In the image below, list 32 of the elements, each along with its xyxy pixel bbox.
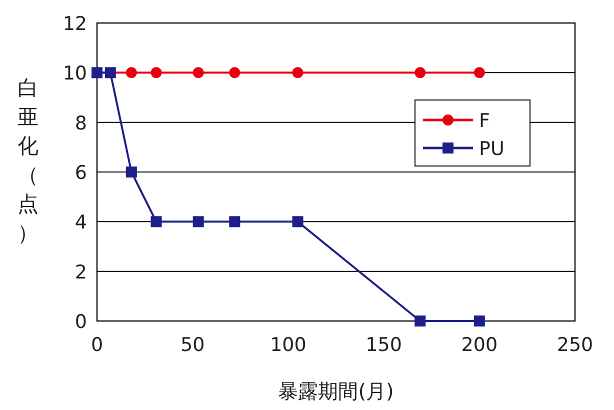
x-tick-label: 50: [180, 334, 205, 356]
x-tick-label: 150: [366, 334, 402, 356]
x-axis-title: 暴露期間(月): [278, 379, 394, 403]
point: [292, 67, 304, 78]
point: [474, 316, 485, 326]
point: [126, 166, 137, 178]
y-tick-label: 12: [62, 13, 87, 35]
point: [414, 316, 426, 326]
point: [150, 67, 162, 78]
point: [192, 216, 204, 228]
y-tick-label: 0: [74, 311, 87, 333]
x-tick-label: 0: [90, 334, 104, 356]
x-tick-label: 250: [556, 334, 594, 356]
y-tick-label: 2: [74, 261, 87, 284]
point: [150, 216, 162, 228]
point: [229, 216, 240, 228]
legend-label: PU: [479, 138, 504, 160]
point: [229, 67, 240, 78]
legend-label: F: [479, 110, 490, 132]
point: [474, 67, 485, 78]
y-tick-label: 4: [74, 212, 87, 234]
y-tick-label: 8: [74, 112, 87, 134]
x-tick-label: 200: [461, 334, 498, 356]
point: [192, 67, 204, 78]
point: [126, 67, 137, 78]
point: [292, 216, 304, 228]
point: [104, 67, 116, 78]
y-tick-label: 6: [74, 162, 87, 184]
point: [414, 67, 426, 78]
y-tick-label: 10: [62, 62, 87, 85]
y-axis-title: 白亜化（点）: [18, 76, 38, 245]
x-tick-label: 100: [270, 334, 306, 356]
